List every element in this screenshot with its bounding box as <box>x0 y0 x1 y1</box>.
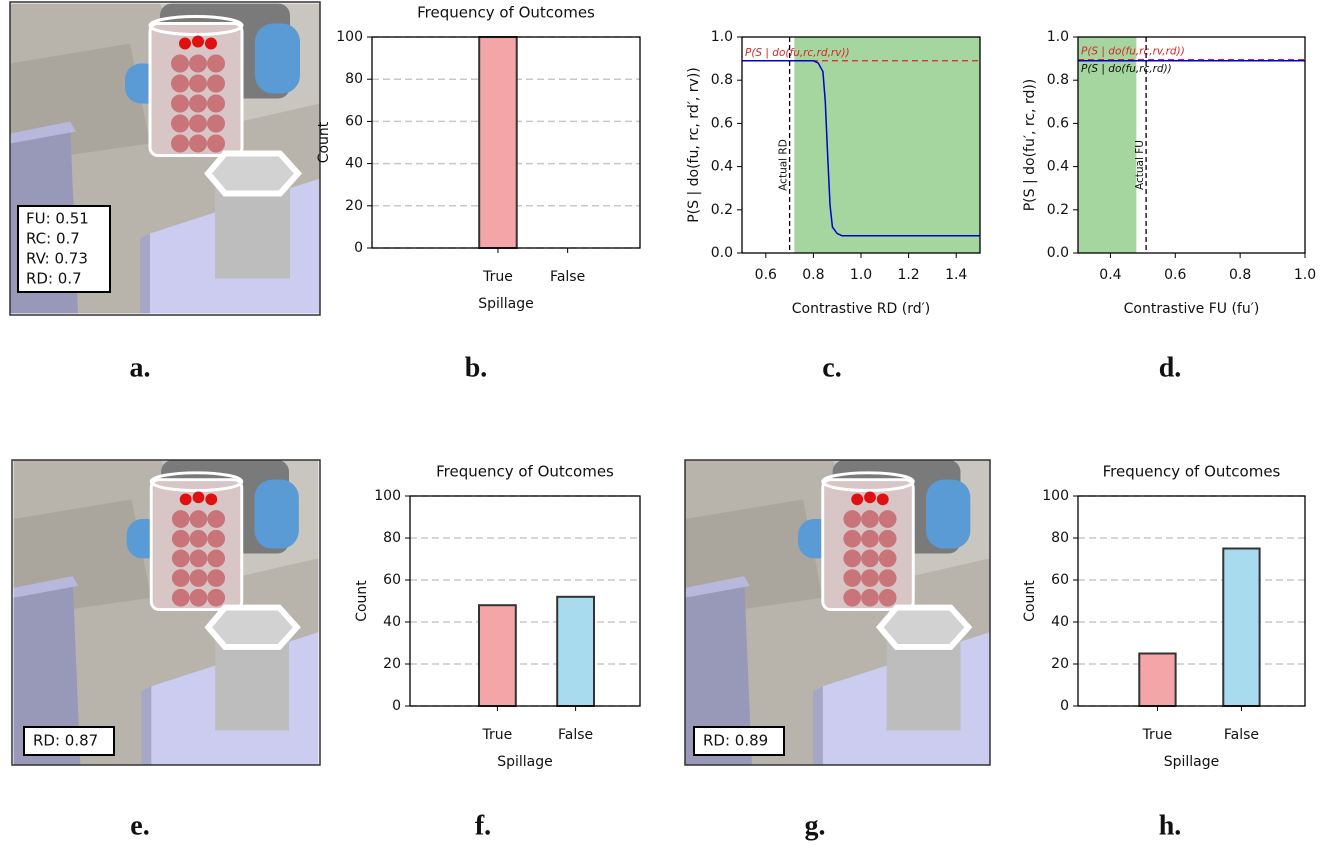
x-tick-label: True <box>482 269 513 285</box>
axes-frame <box>1077 36 1306 254</box>
x-axis-label: Contrastive RD (rd′) <box>792 301 931 317</box>
y-tick-label: 0.0 <box>711 245 733 261</box>
chart-title: Frequency of Outcomes <box>436 463 614 481</box>
overlay-text: RD: 0.87 <box>33 732 98 750</box>
image-e: RD: 0.87 <box>11 459 321 766</box>
x-tick-label: 1.2 <box>897 267 919 283</box>
y-tick-label: 0.6 <box>1047 115 1069 131</box>
bar <box>1138 652 1177 707</box>
y-axis-label: P(S | do(fu, rc, rd′, rv)) <box>686 67 702 223</box>
x-axis-label: Spillage <box>1164 754 1220 770</box>
y-tick-label: 0.6 <box>711 115 733 131</box>
y-tick-label: 0.4 <box>711 159 733 175</box>
y-tick-label: 0 <box>354 240 363 256</box>
image-a: FU: 0.51 RC: 0.7 RV: 0.73 RD: 0.7 <box>9 1 321 316</box>
y-tick-label: 80 <box>345 71 363 87</box>
x-tick-label: 0.8 <box>1229 267 1251 283</box>
axes-frame <box>409 495 641 707</box>
overlay-text: RV: 0.73 <box>26 250 88 268</box>
overlay-text: FU: 0.51 <box>26 210 89 228</box>
bar <box>1222 547 1261 707</box>
axes-frame <box>741 36 981 254</box>
axes-frame <box>1077 495 1306 707</box>
y-tick-label: 40 <box>345 156 363 172</box>
x-axis-label: Spillage <box>478 296 534 312</box>
y-tick-label: 0.2 <box>711 202 733 218</box>
chart-title: Frequency of Outcomes <box>1103 463 1281 481</box>
panel-label: g. <box>805 810 826 841</box>
y-tick-label: 20 <box>345 198 363 214</box>
panel-label: b. <box>465 352 488 383</box>
x-tick-label: True <box>1142 727 1173 743</box>
shaded-region <box>1078 37 1137 253</box>
x-tick-label: 1.0 <box>850 267 872 283</box>
y-tick-label: 40 <box>1051 614 1069 630</box>
y-axis-label: Count <box>316 121 332 163</box>
x-tick-label: 0.4 <box>1099 267 1121 283</box>
x-axis-label: Contrastive FU (fu′) <box>1124 301 1260 317</box>
panel-label: f. <box>475 810 491 841</box>
x-tick-label: 0.8 <box>802 267 824 283</box>
y-tick-label: 1.0 <box>711 29 733 45</box>
overlay-text: RD: 0.89 <box>703 732 768 750</box>
y-tick-label: 0.0 <box>1047 245 1069 261</box>
chart-title: Frequency of Outcomes <box>417 4 595 22</box>
y-tick-label: 60 <box>1051 572 1069 588</box>
shaded-region <box>794 37 980 253</box>
panel-label: h. <box>1159 810 1182 841</box>
x-tick-label: True <box>482 727 513 743</box>
axes-frame <box>371 36 641 249</box>
x-tick-label: 1.0 <box>1294 267 1316 283</box>
x-tick-label: 1.4 <box>945 267 967 283</box>
y-tick-label: 60 <box>345 113 363 129</box>
bar <box>478 604 517 708</box>
y-tick-label: 100 <box>374 488 401 504</box>
y-axis-label: Count <box>354 580 370 622</box>
bar <box>556 595 596 707</box>
panel-label: c. <box>822 352 841 383</box>
vertical-line-label: Actual RD <box>778 139 790 191</box>
x-tick-label: False <box>558 727 593 743</box>
y-tick-label: 0.8 <box>711 72 733 88</box>
x-tick-label: False <box>550 269 585 285</box>
y-tick-label: 100 <box>1042 488 1069 504</box>
y-tick-label: 0 <box>1060 698 1069 714</box>
overlay-text: RD: 0.7 <box>26 270 82 288</box>
image-g: RD: 0.89 <box>684 459 991 766</box>
overlay-text: RC: 0.7 <box>26 230 80 248</box>
y-tick-label: 20 <box>383 656 401 672</box>
y-tick-label: 80 <box>383 530 401 546</box>
series-label: P(S | do(fu,rc,rd)) <box>1081 63 1172 75</box>
y-tick-label: 40 <box>383 614 401 630</box>
x-tick-label: 0.6 <box>1164 267 1186 283</box>
bar <box>478 36 518 249</box>
y-tick-label: 0.2 <box>1047 202 1069 218</box>
y-tick-label: 100 <box>336 29 363 45</box>
y-tick-label: 80 <box>1051 530 1069 546</box>
vertical-line-label: Actual FU <box>1134 140 1146 190</box>
y-tick-label: 20 <box>1051 656 1069 672</box>
x-tick-label: 0.6 <box>755 267 777 283</box>
y-tick-label: 60 <box>383 572 401 588</box>
y-tick-label: 0.4 <box>1047 159 1069 175</box>
y-tick-label: 0 <box>392 698 401 714</box>
y-tick-label: 1.0 <box>1047 29 1069 45</box>
panel-label: d. <box>1159 352 1182 383</box>
panel-label: a. <box>130 352 151 383</box>
reference-label: P(S | do(fu,rc,rd,rv)) <box>745 47 850 59</box>
reference-label: P(S | do(fu,rc,rv,rd)) <box>1081 46 1185 58</box>
x-axis-label: Spillage <box>497 754 553 770</box>
panel-label: e. <box>130 810 149 841</box>
line-series <box>742 60 980 237</box>
y-tick-label: 0.8 <box>1047 72 1069 88</box>
x-tick-label: False <box>1224 727 1259 743</box>
y-axis-label: Count <box>1022 580 1038 622</box>
y-axis-label: P(S | do(fu′, rc, rd)) <box>1022 79 1038 212</box>
